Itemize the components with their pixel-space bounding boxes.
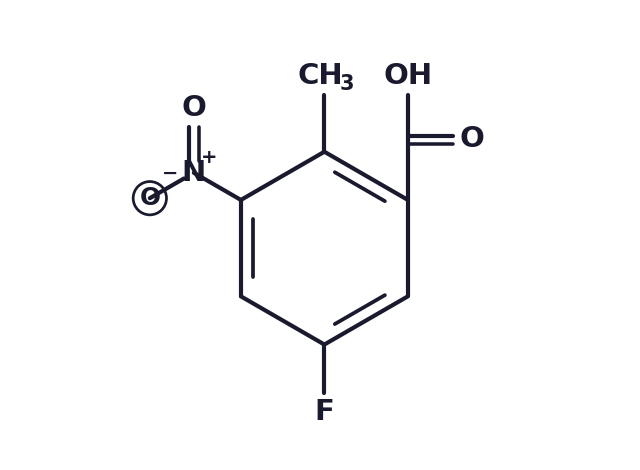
Text: N: N xyxy=(182,159,206,187)
Text: CH: CH xyxy=(297,63,343,90)
Text: 3: 3 xyxy=(339,74,354,94)
Text: O: O xyxy=(140,186,161,210)
Text: F: F xyxy=(314,398,334,426)
Text: −: − xyxy=(163,164,179,183)
Text: +: + xyxy=(202,148,218,166)
Text: O: O xyxy=(181,94,206,122)
Text: O: O xyxy=(460,125,484,153)
Text: OH: OH xyxy=(383,63,433,90)
